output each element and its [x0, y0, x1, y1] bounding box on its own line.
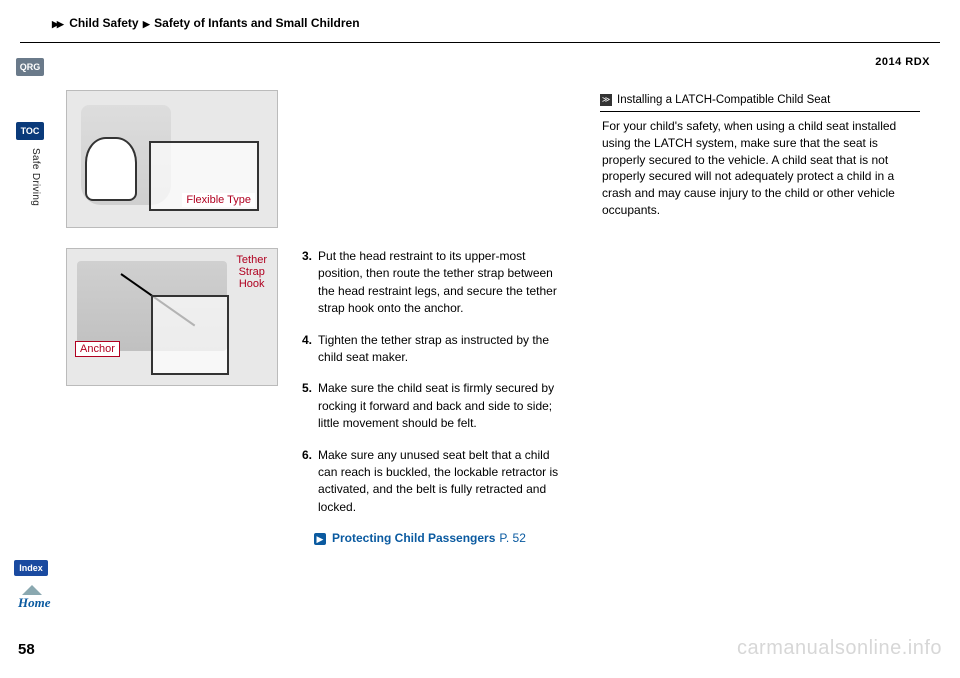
xref-icon: ▶ — [314, 533, 326, 545]
nav-qrg-button[interactable]: QRG — [16, 58, 44, 76]
child-seat-outline — [85, 137, 137, 201]
cross-reference[interactable]: ▶ Protecting Child Passengers P. 52 — [314, 530, 572, 547]
section-label: Safe Driving — [30, 148, 41, 206]
breadcrumb: ▶▶ Child Safety ▶ Safety of Infants and … — [52, 16, 360, 30]
breadcrumb-separator-icon: ▶ — [143, 19, 148, 29]
figure-flexible-type: Flexible Type — [66, 90, 278, 228]
model-label: 2014 RDX — [875, 56, 930, 68]
step-text: Tighten the tether strap as instructed b… — [318, 332, 572, 367]
xref-page: P. 52 — [499, 530, 525, 547]
step-item: 5. Make sure the child seat is firmly se… — [302, 380, 572, 432]
note-icon: ≫ — [600, 94, 612, 106]
xref-label: Protecting Child Passengers — [332, 530, 495, 547]
step-number: 5. — [302, 380, 312, 432]
step-text: Make sure any unused seat belt that a ch… — [318, 447, 572, 517]
page-number: 58 — [18, 641, 35, 658]
note-body: For your child's safety, when using a ch… — [600, 118, 920, 219]
instruction-steps: 3. Put the head restraint to its upper-m… — [302, 248, 572, 547]
note-heading: ≫ Installing a LATCH-Compatible Child Se… — [600, 92, 920, 112]
step-number: 4. — [302, 332, 312, 367]
nav-index-button[interactable]: Index — [14, 560, 48, 576]
side-note: ≫ Installing a LATCH-Compatible Child Se… — [600, 92, 920, 219]
figure-tether-anchor: Tether Strap Hook Anchor — [66, 248, 278, 386]
figure-label-tether: Tether Strap Hook — [232, 253, 271, 291]
breadcrumb-level1: Child Safety — [69, 16, 138, 30]
sidebar: QRG TOC Safe Driving Index Home — [0, 0, 52, 678]
breadcrumb-icon: ▶▶ — [52, 19, 62, 29]
nav-home-button[interactable]: Home — [18, 595, 51, 611]
note-title: Installing a LATCH-Compatible Child Seat — [617, 92, 830, 108]
step-item: 3. Put the head restraint to its upper-m… — [302, 248, 572, 318]
header-rule — [20, 42, 940, 43]
step-text: Put the head restraint to its upper-most… — [318, 248, 572, 318]
figure-label-flexible: Flexible Type — [182, 193, 255, 207]
step-item: 6. Make sure any unused seat belt that a… — [302, 447, 572, 517]
breadcrumb-level2: Safety of Infants and Small Children — [154, 16, 359, 30]
step-number: 3. — [302, 248, 312, 318]
figure-label-anchor: Anchor — [75, 341, 120, 357]
step-text: Make sure the child seat is firmly secur… — [318, 380, 572, 432]
step-item: 4. Tighten the tether strap as instructe… — [302, 332, 572, 367]
figure-inset — [151, 295, 229, 375]
watermark: carmanualsonline.info — [737, 637, 942, 660]
step-number: 6. — [302, 447, 312, 517]
nav-toc-button[interactable]: TOC — [16, 122, 44, 140]
